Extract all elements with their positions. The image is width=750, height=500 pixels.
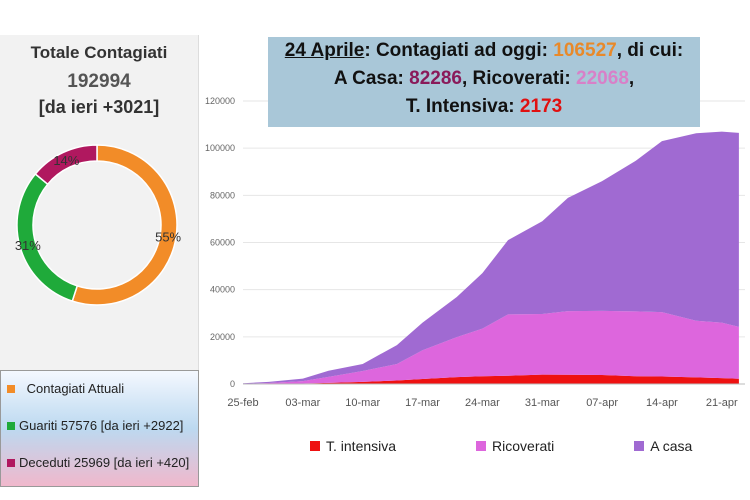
summary-panel: Totale Contagiati 192994 [da ieri +3021]… xyxy=(0,35,199,487)
y-tick-label: 0 xyxy=(230,379,235,389)
legend-item-deceduti: Deceduti 25969 [da ieri +420] xyxy=(7,455,189,470)
banner-intensiva: 2173 xyxy=(519,96,563,117)
chart-legend: T. intensiva Ricoverati A casa xyxy=(310,438,692,454)
banner-text: A Casa: xyxy=(333,68,410,89)
legend-item-attuali: Contagiati Attuali xyxy=(7,381,124,396)
banner-date: 24 Aprile xyxy=(284,40,365,61)
donut-slice xyxy=(71,144,178,306)
y-tick-label: 80000 xyxy=(210,190,235,200)
summary-delta: [da ieri +3021] xyxy=(38,97,160,117)
donut-label: 55% xyxy=(155,229,181,244)
legend-item: Ricoverati xyxy=(476,438,554,454)
swatch xyxy=(7,421,15,430)
legend-label: Deceduti 25969 [da ieri +420] xyxy=(19,455,190,470)
area-ricoverati xyxy=(243,310,739,384)
swatch xyxy=(7,384,15,393)
banner-text: T. Intensiva: xyxy=(405,96,520,117)
x-tick-label: 21-apr xyxy=(706,397,738,409)
banner-text: , di cui: xyxy=(616,40,684,61)
x-tick-label: 03-mar xyxy=(285,397,320,409)
summary-title: Totale Contagiati xyxy=(30,43,168,62)
banner-contagiati: 106527 xyxy=(553,40,617,61)
y-tick-label: 120000 xyxy=(205,96,235,106)
legend-label: Contagiati Attuali xyxy=(26,381,125,396)
summary-total: 192994 xyxy=(67,71,131,92)
legend-item: A casa xyxy=(634,438,692,454)
x-tick-label: 24-mar xyxy=(465,397,500,409)
legend-label: T. intensiva xyxy=(326,438,397,454)
swatch xyxy=(634,441,645,451)
legend-label: Guariti 57576 [da ieri +2922] xyxy=(19,418,184,433)
donut-legend: Contagiati Attuali Guariti 57576 [da ier… xyxy=(0,370,199,487)
x-tick-label: 07-apr xyxy=(586,397,618,409)
legend-label: A casa xyxy=(650,438,693,454)
area-a-casa xyxy=(243,131,739,384)
y-tick-label: 100000 xyxy=(205,143,235,153)
banner-text: , Ricoverati: xyxy=(462,68,577,89)
y-tick-label: 20000 xyxy=(210,332,235,342)
legend-label: Ricoverati xyxy=(492,438,555,454)
x-tick-label: 10-mar xyxy=(345,397,380,409)
donut-chart: 55% 31% 14% xyxy=(15,144,182,306)
x-tick-label: 25-feb xyxy=(227,397,258,409)
x-tick-label: 14-apr xyxy=(646,397,678,409)
area-t-intensiva xyxy=(243,374,739,384)
banner-ricoverati: 22068 xyxy=(576,68,629,89)
x-tick-label: 31-mar xyxy=(525,397,560,409)
banner-casa: 82286 xyxy=(409,68,462,89)
x-tick-label: 17-mar xyxy=(405,397,440,409)
banner-text: , xyxy=(628,68,635,89)
y-tick-label: 40000 xyxy=(210,285,235,295)
swatch xyxy=(7,458,15,467)
summary-banner: 24 Aprile: Contagiati ad oggi: 106527, d… xyxy=(268,37,700,127)
legend-item: T. intensiva xyxy=(310,438,396,454)
legend-item-guariti: Guariti 57576 [da ieri +2922] xyxy=(7,418,183,433)
swatch xyxy=(310,441,320,451)
swatch xyxy=(476,441,487,451)
area-chart: 0 20000 40000 60000 80000 100000 120000 25-feb 0… xyxy=(205,96,745,409)
donut-label: 14% xyxy=(53,153,79,168)
banner-text: : Contagiati ad oggi: xyxy=(364,40,554,61)
donut-label: 31% xyxy=(15,238,41,253)
y-tick-label: 60000 xyxy=(210,238,235,248)
donut-slice xyxy=(34,144,98,186)
